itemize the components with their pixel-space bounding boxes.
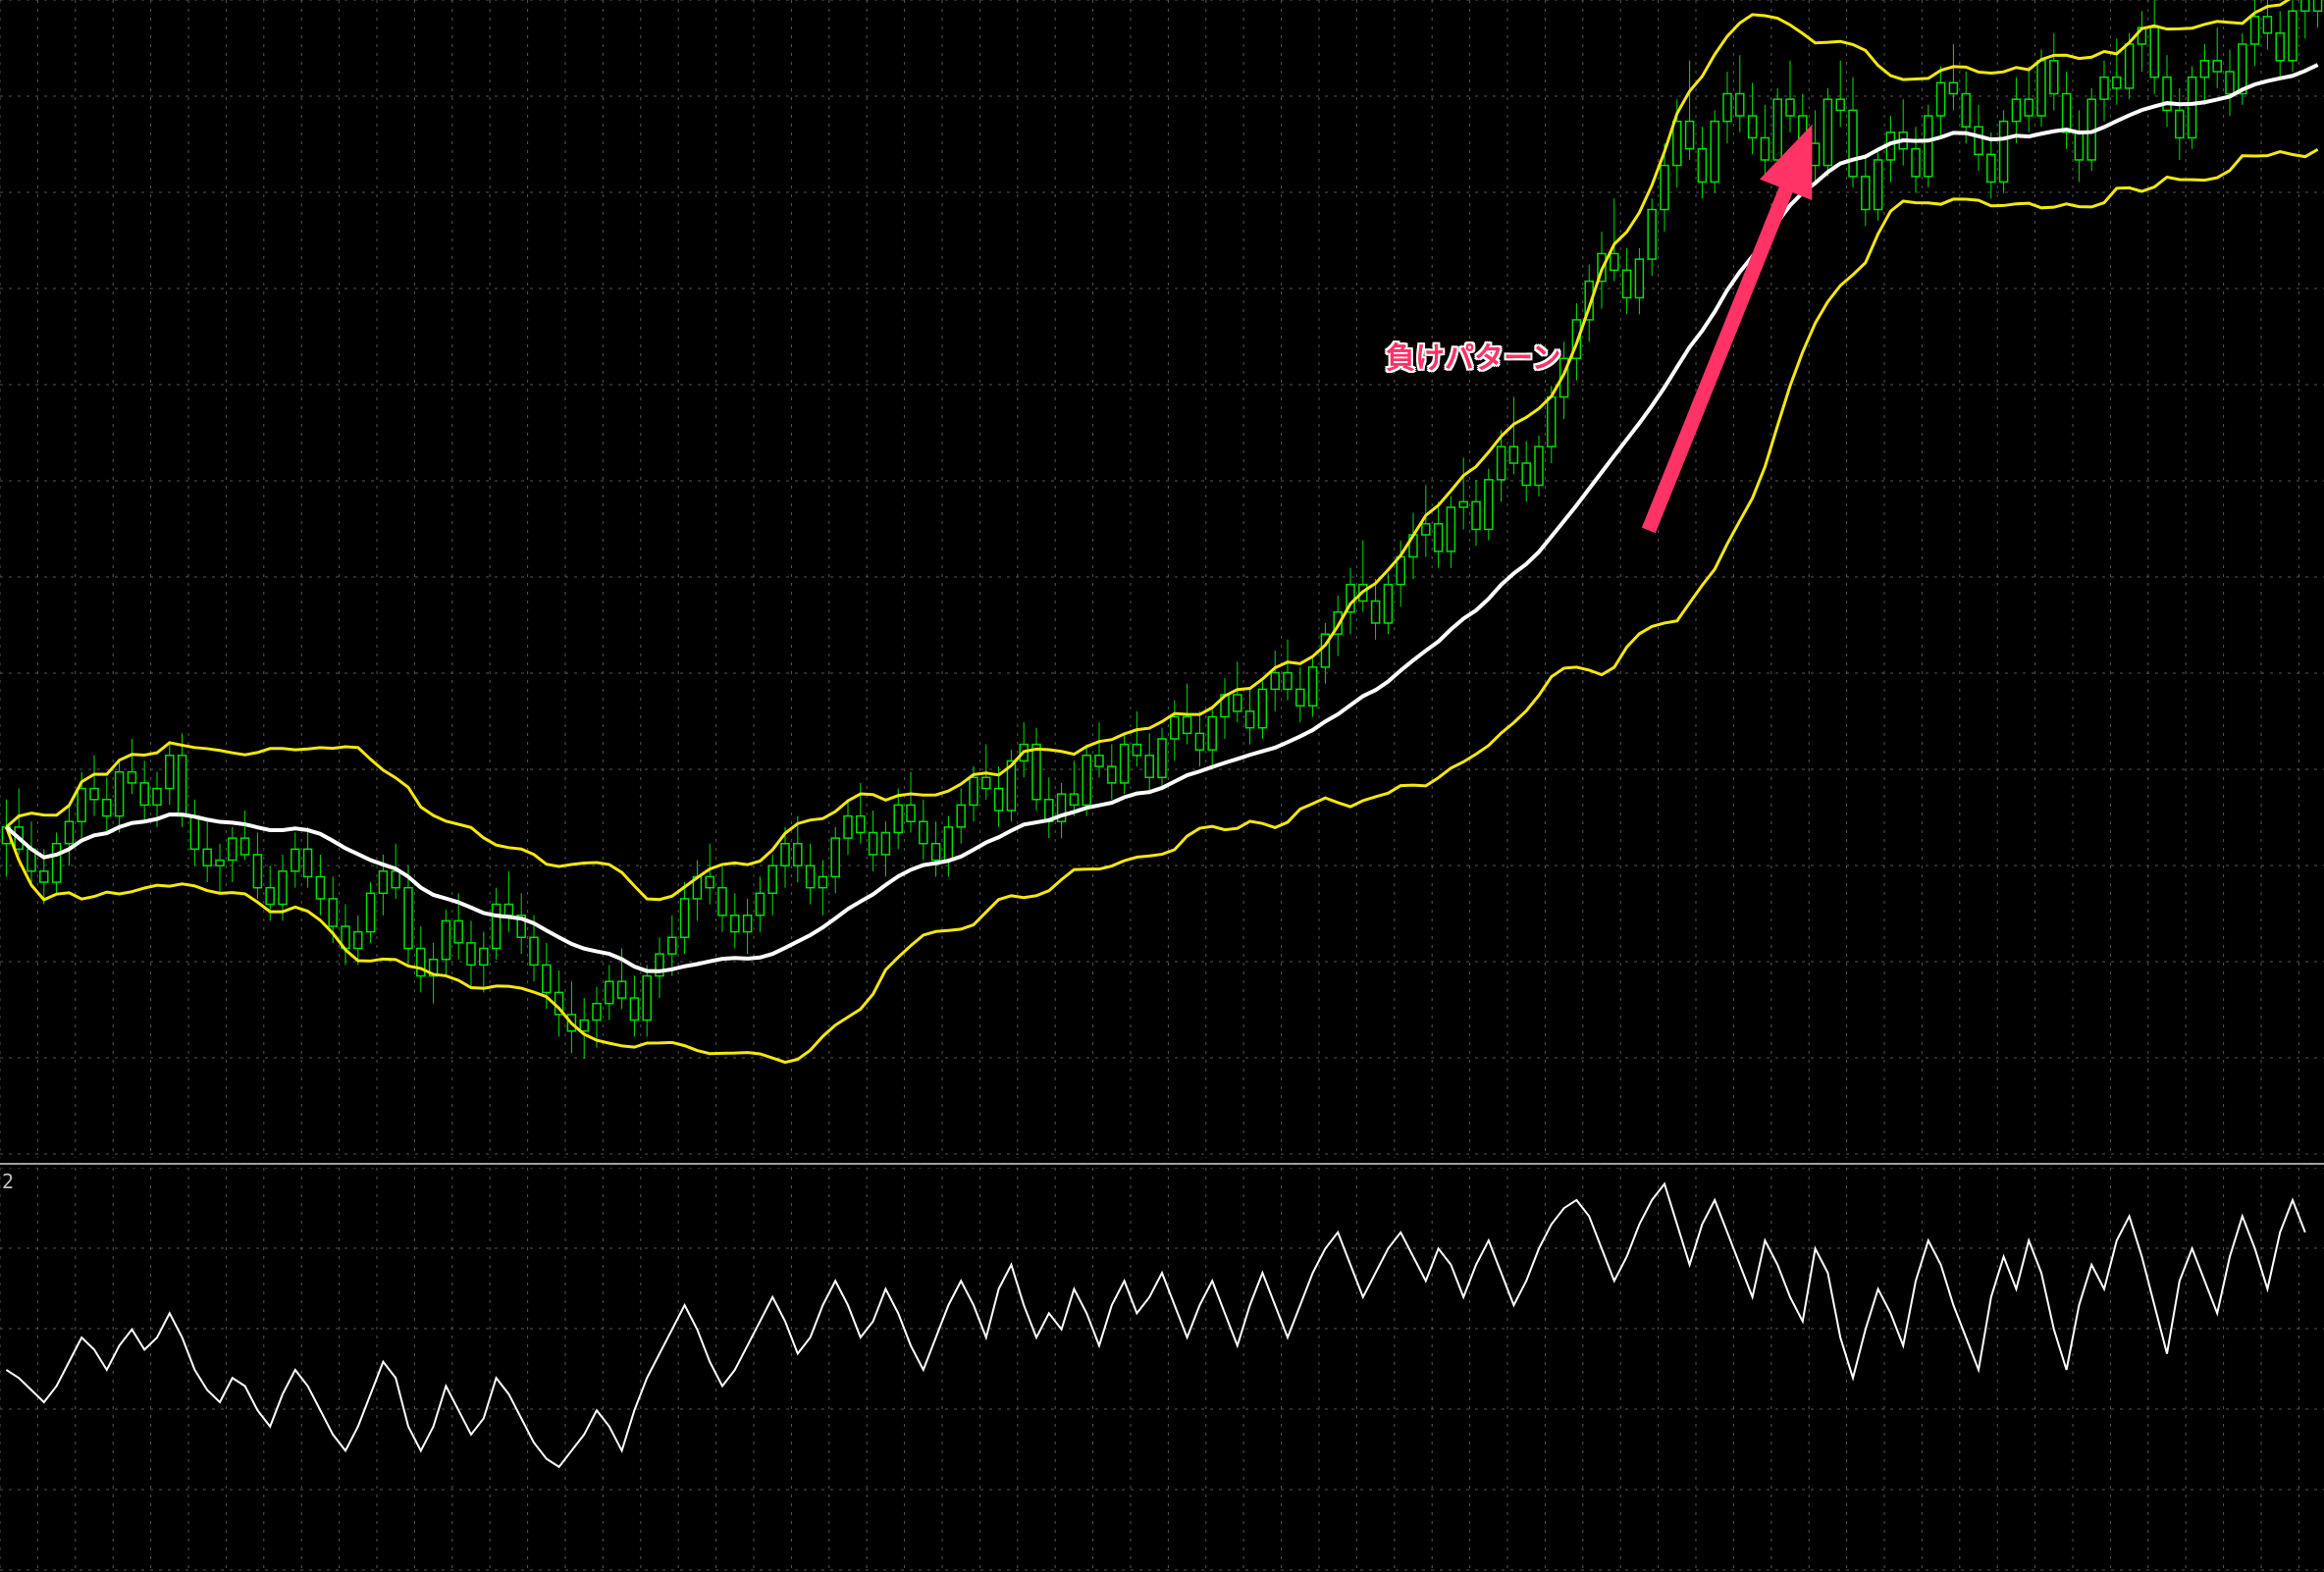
candlesticks <box>2 0 2321 1059</box>
price-grid <box>0 0 2324 1158</box>
oscillator-panel[interactable] <box>0 1168 2324 1572</box>
bollinger-bands <box>6 0 2317 1063</box>
panel-separator <box>0 1163 2324 1165</box>
oscillator-grid <box>0 1168 2324 1572</box>
oscillator-line <box>6 1183 2304 1466</box>
price-chart-panel[interactable] <box>0 0 2324 1158</box>
oscillator-panel-label: 2 <box>2 1170 14 1193</box>
chart-container: 負けパターン 2 <box>0 0 2324 1572</box>
annotation-label: 負けパターン <box>1386 334 1561 377</box>
